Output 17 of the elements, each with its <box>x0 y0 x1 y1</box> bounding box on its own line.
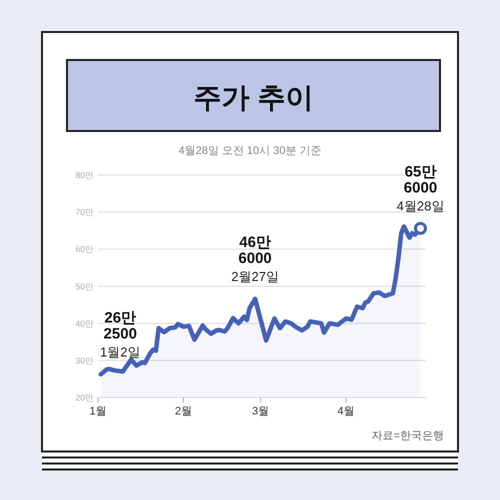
y-tick-label: 50만 <box>76 281 94 292</box>
y-tick-label: 30만 <box>76 355 94 366</box>
x-tick-label: 2월 <box>174 406 192 418</box>
y-tick-label: 70만 <box>76 207 94 218</box>
y-tick-label: 60만 <box>76 244 94 254</box>
annotation: 26만 2500 1월2일 <box>100 309 140 360</box>
text: 자료=한국은행 <box>372 430 444 442</box>
annotation: 46만 6000 2월27일 <box>231 234 279 284</box>
annotation: 65만 6000 4월28일 <box>396 163 444 214</box>
y-tick-label: 20만 <box>76 392 94 402</box>
x-tick-label: 3월 <box>252 406 270 418</box>
y-tick-label: 40만 <box>76 318 94 328</box>
y-tick-label: 80만 <box>76 170 94 180</box>
x-tick-label: 4월 <box>338 406 355 418</box>
chart-subtitle: 4월28일 오전 10시 30분 기준 <box>178 145 322 157</box>
x-tick-label: 1월 <box>89 406 107 418</box>
chart-title: 주가 추이 <box>194 82 314 113</box>
